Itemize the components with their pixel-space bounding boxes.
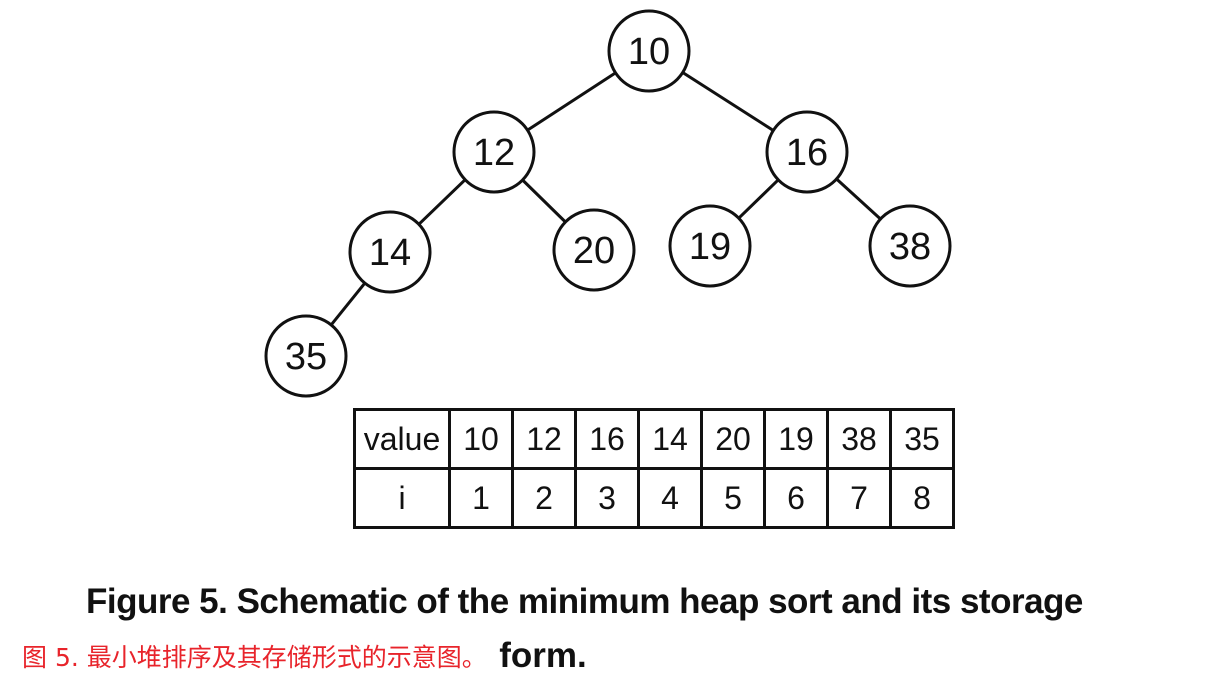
heap-node-circle (264, 314, 348, 398)
heap-node-circle (765, 110, 849, 194)
index-cell-2: 2 (511, 467, 577, 529)
value-cell-5: 20 (700, 408, 766, 470)
heap-node-19: 19 (668, 204, 752, 288)
heap-node-label: 38 (889, 226, 931, 268)
heap-edge-12-20 (521, 178, 567, 224)
heap-nodes: 10 12 16 14 20 19 38 35 (264, 9, 952, 398)
heap-node-circle (607, 9, 691, 93)
index-row: i 1 2 3 4 5 6 7 8 (353, 467, 955, 529)
figure-caption-line-2: 图 5. 最小堆排序及其存储形式的示意图。 form. (22, 636, 587, 676)
heap-edge-16-19 (737, 178, 780, 220)
index-cell-5: 5 (700, 467, 766, 529)
heap-node-circle (452, 110, 536, 194)
heap-tree-diagram: 10 12 16 14 20 19 38 35 (264, 9, 952, 398)
value-cell-4: 14 (637, 408, 703, 470)
heap-node-14: 14 (348, 210, 432, 294)
heap-node-label: 35 (285, 336, 327, 378)
index-cell-1: 1 (448, 467, 514, 529)
value-cell-2: 12 (511, 408, 577, 470)
heap-node-label: 10 (628, 31, 670, 73)
index-cell-3: 3 (574, 467, 640, 529)
heap-edge-10-12 (526, 71, 617, 132)
value-cell-8: 35 (889, 408, 955, 470)
heap-node-12: 12 (452, 110, 536, 194)
index-cell-7: 7 (826, 467, 892, 529)
value-cell-6: 19 (763, 408, 829, 470)
index-row-label: i (353, 467, 451, 529)
heap-node-16: 16 (765, 110, 849, 194)
heap-edge-12-14 (417, 178, 467, 226)
value-cell-3: 16 (574, 408, 640, 470)
heap-edge-14-35 (329, 282, 367, 326)
heap-storage-table: value 10 12 16 14 20 19 38 35 i 1 2 3 4 … (353, 408, 955, 529)
index-cell-8: 8 (889, 467, 955, 529)
index-cell-6: 6 (763, 467, 829, 529)
figure-caption-english-continued: form. (499, 636, 587, 675)
heap-node-circle (348, 210, 432, 294)
heap-node-label: 16 (786, 132, 828, 174)
heap-node-circle (868, 204, 952, 288)
figure-caption-english: Figure 5. Schematic of the minimum heap … (86, 582, 1083, 621)
heap-node-label: 14 (369, 232, 411, 274)
heap-node-label: 19 (689, 226, 731, 268)
heap-node-38: 38 (868, 204, 952, 288)
value-row: value 10 12 16 14 20 19 38 35 (353, 408, 955, 470)
index-cell-4: 4 (637, 467, 703, 529)
figure-caption-chinese: 图 5. 最小堆排序及其存储形式的示意图。 (22, 643, 487, 672)
heap-node-35: 35 (264, 314, 348, 398)
heap-node-label: 20 (573, 230, 615, 272)
heap-node-20: 20 (552, 208, 636, 292)
value-row-label: value (353, 408, 451, 470)
heap-edge-16-38 (835, 177, 882, 221)
heap-node-label: 12 (473, 132, 515, 174)
heap-edge-10-16 (681, 71, 775, 132)
heap-node-10: 10 (607, 9, 691, 93)
heap-node-circle (668, 204, 752, 288)
heap-node-circle (552, 208, 636, 292)
heap-edges (329, 71, 882, 326)
value-cell-7: 38 (826, 408, 892, 470)
value-cell-1: 10 (448, 408, 514, 470)
